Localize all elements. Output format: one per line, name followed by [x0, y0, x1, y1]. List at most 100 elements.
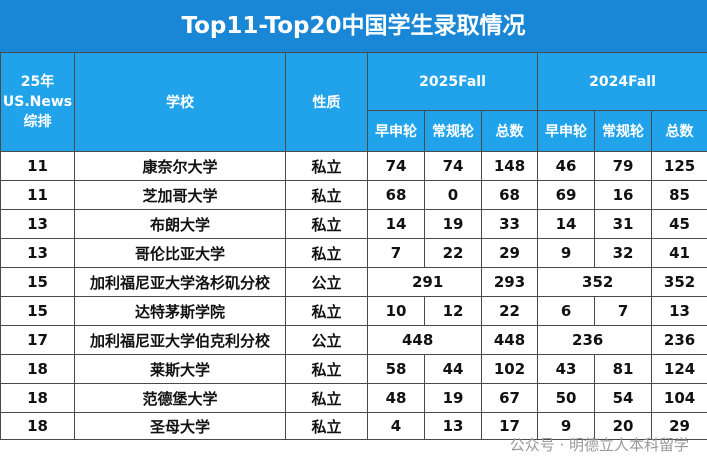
early-2024-cell: 46 [537, 151, 596, 181]
type-cell: 私立 [285, 209, 368, 239]
school-cell: 芝加哥大学 [74, 180, 286, 210]
table-row: 13 哥伦比亚大学 私立 7 22 29 9 32 41 [0, 238, 707, 268]
regular-2025-cell: 44 [424, 354, 482, 384]
early-2025-cell: 74 [367, 151, 425, 181]
total-2024-cell: 45 [651, 209, 707, 239]
table-row: 15 达特茅斯学院 私立 10 12 22 6 7 13 [0, 296, 707, 326]
early-2025-cell: 48 [367, 383, 425, 413]
header-rank: 25年 US.News综排 [0, 52, 75, 152]
watermark-text: 公众号 · 明德立人本科留学 [509, 436, 689, 454]
school-cell: 加利福尼亚大学洛杉矶分校 [74, 267, 286, 297]
school-cell: 圣母大学 [74, 412, 286, 440]
early-2024-cell: 9 [537, 238, 596, 268]
type-cell: 私立 [285, 412, 368, 440]
type-cell: 私立 [285, 238, 368, 268]
table-row: 13 布朗大学 私立 14 19 33 14 31 45 [0, 209, 707, 239]
header-total-2024: 总数 [651, 110, 707, 152]
table-row: 18 莱斯大学 私立 58 44 102 43 81 124 [0, 354, 707, 384]
table-row: 15 加利福尼亚大学洛杉矶分校 公立 291 293 352 352 [0, 267, 707, 297]
school-cell: 康奈尔大学 [74, 151, 286, 181]
rank-cell: 11 [0, 180, 75, 210]
rank-cell: 15 [0, 267, 75, 297]
table-row: 11 芝加哥大学 私立 68 0 68 69 16 85 [0, 180, 707, 210]
table-row: 17 加利福尼亚大学伯克利分校 公立 448 448 236 236 [0, 325, 707, 355]
header-regular-2025: 常规轮 [424, 110, 482, 152]
school-cell: 加利福尼亚大学伯克利分校 [74, 325, 286, 355]
total-2024-cell: 125 [651, 151, 707, 181]
regular-2024-cell: 54 [594, 383, 653, 413]
regular-2025-cell: 74 [424, 151, 482, 181]
school-cell: 哥伦比亚大学 [74, 238, 286, 268]
admissions-table: 25年 US.News综排 学校 性质 2025Fall 2024Fall 早申… [0, 52, 707, 440]
type-cell: 私立 [285, 180, 368, 210]
table-row: 18 范德堡大学 私立 48 19 67 50 54 104 [0, 383, 707, 413]
type-cell: 私立 [285, 383, 368, 413]
total-2024-cell: 13 [651, 296, 707, 326]
school-cell: 布朗大学 [74, 209, 286, 239]
header-regular-2024: 常规轮 [594, 110, 653, 152]
header-early-2024: 早申轮 [537, 110, 596, 152]
rank-cell: 15 [0, 296, 75, 326]
early-2024-cell: 9 [537, 412, 596, 440]
early-2024-cell: 14 [537, 209, 596, 239]
early-2025-cell: 10 [367, 296, 425, 326]
total-2025-cell: 293 [480, 267, 539, 297]
total-2024-cell: 41 [651, 238, 707, 268]
total-2024-cell: 236 [651, 325, 707, 355]
page-title: Top11-Top20中国学生录取情况 [0, 0, 707, 52]
early-2025-cell: 4 [367, 412, 425, 440]
regular-2024-cell: 79 [594, 151, 653, 181]
regular-2025-cell: 12 [424, 296, 482, 326]
total-2025-cell: 448 [480, 325, 539, 355]
rank-cell: 18 [0, 412, 75, 440]
total-2025-cell: 67 [480, 383, 539, 413]
early-2024-cell: 69 [537, 180, 596, 210]
rank-cell: 11 [0, 151, 75, 181]
merged-2025-cell: 291 [367, 267, 482, 297]
header-total-2025: 总数 [480, 110, 539, 152]
regular-2024-cell: 81 [594, 354, 653, 384]
header-type: 性质 [285, 52, 368, 152]
regular-2025-cell: 19 [424, 209, 482, 239]
early-2024-cell: 50 [537, 383, 596, 413]
rank-cell: 18 [0, 383, 75, 413]
regular-2025-cell: 0 [424, 180, 482, 210]
total-2025-cell: 33 [480, 209, 539, 239]
early-2024-cell: 6 [537, 296, 596, 326]
total-2025-cell: 102 [480, 354, 539, 384]
total-2025-cell: 29 [480, 238, 539, 268]
regular-2025-cell: 19 [424, 383, 482, 413]
rank-cell: 17 [0, 325, 75, 355]
early-2025-cell: 14 [367, 209, 425, 239]
school-cell: 范德堡大学 [74, 383, 286, 413]
early-2025-cell: 68 [367, 180, 425, 210]
merged-2024-cell: 236 [537, 325, 653, 355]
school-cell: 莱斯大学 [74, 354, 286, 384]
total-2024-cell: 124 [651, 354, 707, 384]
total-2024-cell: 29 [651, 412, 707, 440]
total-2025-cell: 22 [480, 296, 539, 326]
merged-2025-cell: 448 [367, 325, 482, 355]
type-cell: 公立 [285, 325, 368, 355]
early-2025-cell: 58 [367, 354, 425, 384]
regular-2024-cell: 16 [594, 180, 653, 210]
total-2024-cell: 352 [651, 267, 707, 297]
type-cell: 公立 [285, 267, 368, 297]
rank-cell: 13 [0, 238, 75, 268]
school-cell: 达特茅斯学院 [74, 296, 286, 326]
regular-2024-cell: 32 [594, 238, 653, 268]
table-row: 18 圣母大学 私立 4 13 17 9 20 29 [0, 412, 707, 440]
table-row: 11 康奈尔大学 私立 74 74 148 46 79 125 [0, 151, 707, 181]
header-2024fall: 2024Fall [537, 52, 707, 111]
total-2024-cell: 104 [651, 383, 707, 413]
header-2025fall: 2025Fall [366, 52, 539, 111]
early-2025-cell: 7 [367, 238, 425, 268]
merged-2024-cell: 352 [537, 267, 653, 297]
regular-2025-cell: 22 [424, 238, 482, 268]
regular-2024-cell: 7 [594, 296, 653, 326]
total-2025-cell: 68 [480, 180, 539, 210]
regular-2024-cell: 31 [594, 209, 653, 239]
header-school: 学校 [74, 52, 286, 152]
type-cell: 私立 [285, 296, 368, 326]
header-early-2025: 早申轮 [367, 110, 425, 152]
